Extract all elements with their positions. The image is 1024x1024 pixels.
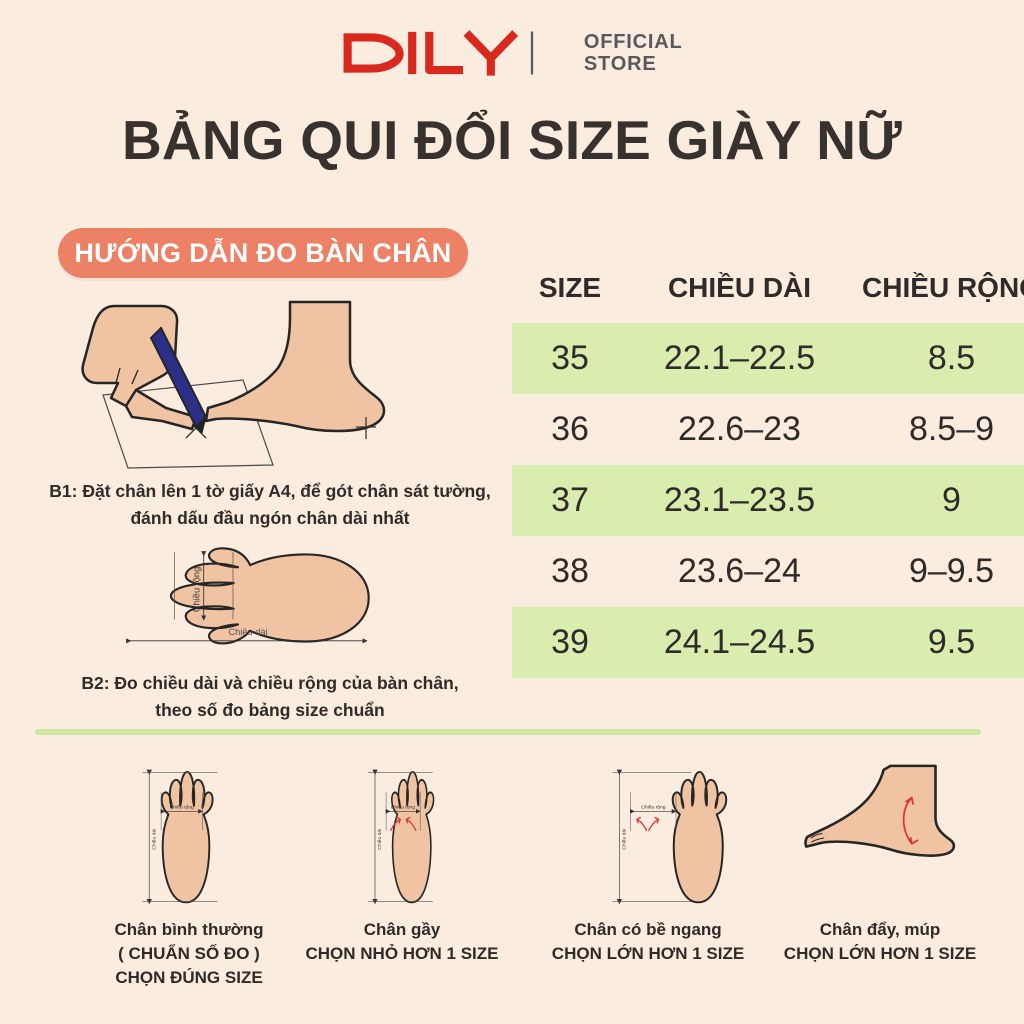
svg-text:Chiều dài: Chiều dài [151, 829, 157, 850]
svg-text:Chiều dài: Chiều dài [377, 829, 383, 850]
svg-text:Chiều dài: Chiều dài [228, 627, 267, 637]
svg-text:Chiều rộng: Chiều rộng [191, 567, 201, 612]
svg-text:Chiều rộng: Chiều rộng [391, 804, 416, 810]
svg-text:Chiều rộng: Chiều rộng [641, 804, 666, 810]
svg-text:Chiều dài: Chiều dài [621, 829, 627, 850]
svg-text:Chiều rộng: Chiều rộng [170, 804, 195, 810]
